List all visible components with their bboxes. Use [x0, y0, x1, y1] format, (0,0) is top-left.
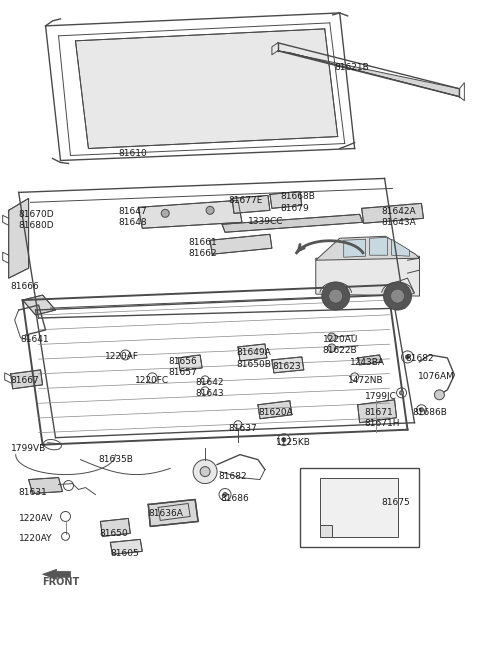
Polygon shape	[232, 195, 270, 214]
Circle shape	[384, 282, 411, 310]
Polygon shape	[138, 200, 242, 229]
Polygon shape	[320, 477, 397, 537]
Text: 81657: 81657	[168, 368, 197, 377]
Polygon shape	[75, 29, 338, 149]
Text: 81680D: 81680D	[19, 221, 54, 231]
Polygon shape	[270, 191, 302, 208]
Text: 1076AM: 1076AM	[418, 372, 455, 381]
Polygon shape	[392, 239, 409, 256]
Polygon shape	[43, 569, 71, 579]
Circle shape	[399, 391, 404, 395]
Text: 1243BA: 1243BA	[350, 358, 384, 367]
Text: 81620A: 81620A	[258, 408, 293, 417]
Circle shape	[328, 344, 336, 352]
Text: 81662: 81662	[188, 249, 217, 258]
Polygon shape	[178, 355, 202, 371]
Text: 81686: 81686	[220, 493, 249, 502]
Text: 81631: 81631	[19, 487, 48, 496]
Circle shape	[282, 438, 286, 441]
Text: 81670D: 81670D	[19, 210, 54, 219]
Circle shape	[434, 390, 444, 400]
Text: 81621B: 81621B	[335, 63, 370, 72]
Text: 81637: 81637	[228, 424, 257, 433]
Text: 81642: 81642	[195, 378, 224, 387]
Text: FRONT: FRONT	[43, 577, 80, 588]
Text: 81682: 81682	[218, 472, 247, 481]
Text: 81641: 81641	[21, 335, 49, 344]
Text: 81622B: 81622B	[323, 346, 358, 355]
Text: 1220AU: 1220AU	[323, 335, 358, 344]
Text: 81650B: 81650B	[236, 360, 271, 369]
Polygon shape	[210, 234, 272, 254]
Circle shape	[420, 408, 423, 412]
Text: 81656: 81656	[168, 357, 197, 366]
Text: 81668B: 81668B	[280, 193, 315, 201]
Text: 81647: 81647	[119, 208, 147, 216]
Polygon shape	[272, 357, 304, 373]
Text: 81643A: 81643A	[382, 218, 416, 227]
Circle shape	[206, 206, 214, 214]
Text: 81650: 81650	[99, 529, 128, 538]
Circle shape	[161, 210, 169, 217]
Polygon shape	[100, 519, 130, 536]
Polygon shape	[316, 256, 420, 296]
Polygon shape	[9, 198, 29, 278]
Text: 1125KB: 1125KB	[276, 438, 311, 447]
Polygon shape	[358, 400, 396, 422]
Circle shape	[391, 289, 405, 303]
Circle shape	[406, 355, 409, 359]
Circle shape	[223, 493, 227, 496]
Polygon shape	[316, 236, 420, 260]
Polygon shape	[278, 51, 459, 97]
Text: 81649A: 81649A	[236, 348, 271, 357]
Polygon shape	[110, 539, 142, 554]
Text: 1472NB: 1472NB	[348, 376, 384, 385]
Text: 1220FC: 1220FC	[135, 376, 169, 385]
Polygon shape	[23, 295, 56, 315]
Text: 81679: 81679	[280, 204, 309, 214]
Text: 81642A: 81642A	[382, 208, 416, 216]
Text: 1799VB: 1799VB	[11, 443, 46, 453]
Polygon shape	[344, 239, 366, 257]
Polygon shape	[387, 278, 415, 300]
Polygon shape	[238, 344, 267, 361]
Text: 81682: 81682	[406, 354, 434, 363]
Text: 81675: 81675	[382, 498, 410, 506]
Text: 81686B: 81686B	[412, 408, 447, 417]
Polygon shape	[148, 500, 198, 527]
Text: 81636A: 81636A	[148, 510, 183, 519]
Text: 81648: 81648	[119, 218, 147, 227]
Text: 81677E: 81677E	[228, 196, 263, 206]
Text: 81643: 81643	[195, 389, 224, 398]
Text: 1220AF: 1220AF	[106, 352, 139, 361]
Text: 81623: 81623	[272, 362, 300, 371]
Text: 81661: 81661	[188, 238, 217, 247]
Text: 81667: 81667	[11, 376, 39, 385]
Polygon shape	[29, 477, 62, 493]
Text: 81635B: 81635B	[98, 455, 133, 464]
Polygon shape	[11, 370, 43, 389]
Circle shape	[322, 282, 350, 310]
Bar	[300, 468, 420, 548]
Text: 81666: 81666	[11, 282, 39, 291]
Circle shape	[329, 289, 343, 303]
Text: 81605: 81605	[110, 550, 139, 558]
Text: 81610: 81610	[119, 149, 147, 157]
Text: 1799JC: 1799JC	[365, 392, 396, 401]
Polygon shape	[358, 355, 382, 365]
Polygon shape	[222, 214, 363, 233]
Circle shape	[200, 466, 210, 477]
Text: 1220AY: 1220AY	[19, 534, 52, 544]
Text: 1220AV: 1220AV	[19, 514, 53, 523]
Circle shape	[328, 333, 336, 341]
Polygon shape	[258, 401, 292, 419]
Polygon shape	[361, 203, 423, 223]
Text: 81671: 81671	[365, 408, 394, 417]
Circle shape	[193, 460, 217, 483]
Polygon shape	[320, 525, 332, 537]
Polygon shape	[370, 237, 387, 255]
Text: 81671H: 81671H	[365, 419, 400, 428]
Text: 1339CC: 1339CC	[248, 217, 284, 227]
